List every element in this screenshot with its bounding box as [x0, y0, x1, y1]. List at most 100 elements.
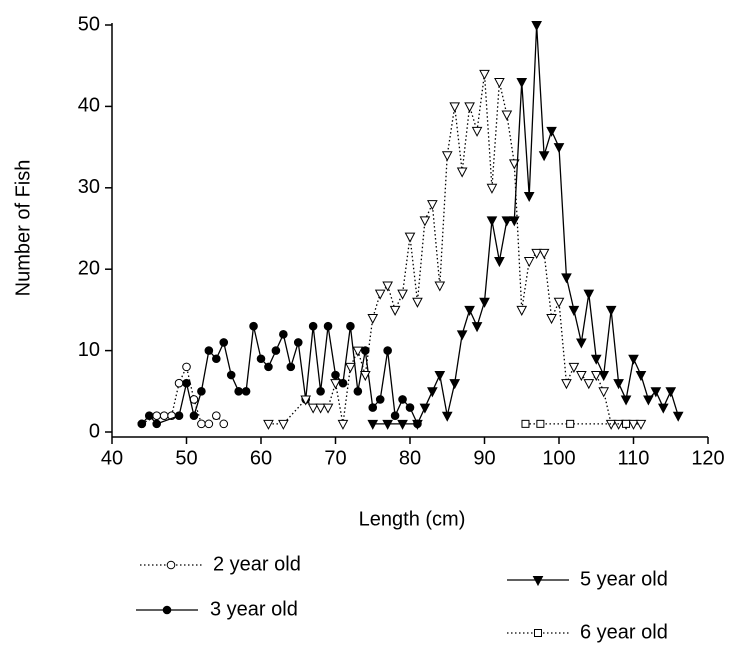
marker — [286, 362, 296, 372]
marker — [501, 216, 513, 227]
marker — [605, 305, 617, 316]
marker — [501, 110, 513, 121]
marker — [628, 419, 639, 430]
x-tick-label: 100 — [542, 447, 575, 469]
marker — [212, 354, 221, 364]
marker — [137, 419, 147, 429]
marker — [538, 248, 550, 259]
marker — [643, 395, 654, 406]
marker — [197, 387, 206, 396]
marker — [338, 378, 348, 388]
marker — [234, 387, 243, 396]
marker — [546, 314, 557, 325]
marker — [374, 289, 386, 300]
marker — [590, 354, 602, 365]
y-axis-label: Number of Fish — [12, 160, 34, 297]
marker — [494, 77, 505, 89]
marker — [508, 216, 520, 227]
y-tick-label: 0 — [89, 420, 100, 442]
marker — [256, 354, 266, 364]
y-tick-label: 20 — [78, 257, 100, 279]
marker — [249, 321, 258, 331]
marker — [598, 371, 610, 382]
x-tick-label: 60 — [250, 447, 272, 469]
marker — [576, 371, 587, 382]
marker — [583, 289, 595, 300]
marker — [346, 321, 355, 331]
legend-label: 3 year old — [210, 598, 298, 620]
legend-marker — [166, 560, 176, 570]
marker — [427, 387, 438, 398]
marker — [598, 387, 610, 398]
series-line — [372, 24, 679, 425]
y-tick-label: 50 — [78, 13, 100, 35]
x-tick-label: 40 — [101, 447, 123, 469]
marker — [144, 411, 154, 421]
marker — [361, 346, 370, 355]
x-axis-label: Length (cm) — [359, 508, 466, 530]
marker — [279, 330, 288, 339]
legend-marker — [532, 576, 544, 587]
marker — [605, 419, 617, 430]
marker — [323, 321, 333, 331]
marker — [613, 379, 624, 390]
marker — [464, 305, 475, 316]
marker — [566, 419, 575, 428]
marker — [382, 281, 393, 292]
marker — [486, 216, 498, 227]
marker — [271, 346, 281, 355]
marker — [441, 151, 453, 162]
y-tick-label: 40 — [78, 95, 100, 117]
marker — [672, 411, 684, 422]
marker — [486, 183, 498, 194]
marker — [553, 297, 565, 308]
marker — [568, 362, 580, 373]
marker — [464, 102, 475, 113]
marker — [389, 305, 401, 316]
x-tick-label: 120 — [691, 447, 724, 469]
marker — [204, 419, 214, 429]
marker — [219, 419, 229, 429]
marker — [359, 371, 371, 382]
marker — [523, 257, 535, 268]
marker — [264, 362, 273, 372]
marker — [197, 419, 206, 429]
x-tick-label: 80 — [399, 447, 421, 469]
marker — [330, 379, 341, 390]
marker — [650, 387, 662, 398]
marker — [315, 403, 326, 414]
marker — [620, 395, 632, 406]
marker — [368, 403, 378, 412]
marker — [263, 419, 274, 430]
marker — [293, 338, 303, 347]
marker — [471, 322, 483, 333]
marker — [583, 379, 595, 390]
marker — [536, 419, 545, 428]
marker — [412, 419, 423, 430]
marker — [174, 411, 184, 421]
marker — [479, 297, 490, 308]
x-tick-label: 70 — [324, 447, 346, 469]
marker — [419, 216, 431, 227]
marker — [516, 305, 528, 316]
marker — [531, 248, 542, 259]
marker — [449, 379, 461, 390]
marker — [204, 346, 214, 355]
marker — [508, 159, 520, 170]
marker — [390, 411, 400, 421]
y-tick-label: 10 — [78, 339, 100, 361]
marker — [353, 387, 363, 396]
marker — [352, 346, 364, 357]
marker — [665, 387, 677, 398]
y-tick-label: 30 — [78, 176, 100, 198]
x-tick-label: 110 — [618, 447, 650, 469]
legend-label: 6 year old — [580, 621, 668, 643]
marker — [546, 126, 557, 137]
legend-label: 2 year old — [213, 553, 301, 575]
marker — [398, 395, 407, 404]
marker — [397, 419, 408, 430]
series-line — [268, 73, 641, 425]
marker — [331, 370, 340, 380]
legend-marker — [162, 605, 172, 615]
